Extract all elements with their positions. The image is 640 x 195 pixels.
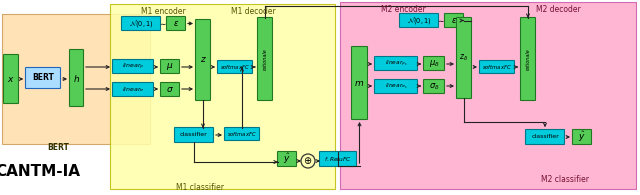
Text: classifier: classifier: [531, 135, 559, 139]
FancyBboxPatch shape: [374, 57, 417, 71]
Text: rationale: rationale: [262, 48, 268, 70]
FancyBboxPatch shape: [424, 57, 445, 71]
Text: M2 classifier: M2 classifier: [541, 176, 589, 184]
FancyBboxPatch shape: [525, 129, 564, 144]
FancyBboxPatch shape: [278, 152, 296, 167]
FancyBboxPatch shape: [257, 18, 273, 100]
Text: M2 encoder: M2 encoder: [381, 5, 426, 14]
FancyBboxPatch shape: [424, 80, 445, 93]
FancyBboxPatch shape: [113, 59, 154, 74]
FancyBboxPatch shape: [445, 13, 463, 27]
Text: $\sigma$: $\sigma$: [166, 85, 174, 94]
Text: $\hat{y}$: $\hat{y}$: [578, 130, 586, 144]
Text: $\mu_\delta$: $\mu_\delta$: [429, 58, 440, 69]
Text: $\mathcal{N}(0,1)$: $\mathcal{N}(0,1)$: [406, 15, 431, 26]
FancyBboxPatch shape: [195, 20, 211, 100]
Text: $\hat{y}$: $\hat{y}$: [283, 152, 291, 166]
FancyBboxPatch shape: [218, 60, 253, 74]
Text: $\sim$: $\sim$: [436, 16, 445, 25]
FancyBboxPatch shape: [456, 18, 472, 98]
Text: $softmaxFC$: $softmaxFC$: [220, 63, 250, 71]
FancyBboxPatch shape: [479, 60, 515, 74]
Text: M1 classifier: M1 classifier: [176, 183, 224, 192]
FancyBboxPatch shape: [225, 128, 259, 141]
Text: $\mu$: $\mu$: [166, 61, 173, 72]
FancyBboxPatch shape: [340, 2, 636, 189]
FancyBboxPatch shape: [122, 17, 161, 30]
Text: classifier: classifier: [180, 132, 208, 137]
Text: $linear_\sigma$: $linear_\sigma$: [122, 85, 144, 94]
FancyBboxPatch shape: [374, 80, 417, 93]
FancyBboxPatch shape: [3, 54, 19, 104]
Text: $\epsilon$: $\epsilon$: [173, 19, 179, 28]
Text: $\oplus$: $\oplus$: [303, 155, 312, 167]
FancyBboxPatch shape: [520, 18, 536, 100]
Text: $linear_\rho$: $linear_\rho$: [122, 61, 144, 72]
Text: $h$: $h$: [73, 73, 80, 83]
Text: $\mathcal{N}(0,1)$: $\mathcal{N}(0,1)$: [129, 18, 154, 29]
Text: M1 encoder: M1 encoder: [141, 6, 186, 15]
FancyBboxPatch shape: [175, 128, 214, 143]
Text: $softmaxFC$: $softmaxFC$: [227, 130, 257, 138]
Text: $m$: $m$: [355, 79, 365, 88]
FancyBboxPatch shape: [26, 67, 61, 89]
Text: $\epsilon$: $\epsilon$: [451, 16, 457, 25]
Text: CANTM-IA: CANTM-IA: [0, 165, 81, 180]
Text: $softmaxFC$: $softmaxFC$: [482, 63, 512, 71]
FancyBboxPatch shape: [399, 13, 438, 27]
Text: $linear_{\rho_s}$: $linear_{\rho_s}$: [385, 58, 407, 69]
FancyBboxPatch shape: [2, 14, 150, 144]
Text: BERT: BERT: [47, 144, 69, 152]
FancyBboxPatch shape: [113, 82, 154, 97]
Text: $f.ReluFC$: $f.ReluFC$: [324, 155, 352, 163]
Text: $linear_{\sigma_s}$: $linear_{\sigma_s}$: [385, 82, 407, 91]
Text: BERT: BERT: [32, 74, 54, 82]
Text: $z$: $z$: [200, 56, 207, 65]
FancyBboxPatch shape: [166, 17, 186, 30]
Text: $z_\delta$: $z_\delta$: [460, 53, 468, 63]
FancyBboxPatch shape: [319, 152, 356, 167]
Text: $\sigma_\delta$: $\sigma_\delta$: [429, 81, 439, 92]
FancyBboxPatch shape: [161, 82, 179, 97]
Text: M1 decoder: M1 decoder: [230, 6, 275, 15]
FancyBboxPatch shape: [161, 59, 179, 74]
FancyBboxPatch shape: [110, 4, 335, 189]
FancyBboxPatch shape: [351, 46, 367, 120]
Text: $x$: $x$: [7, 74, 15, 83]
Text: M2 decoder: M2 decoder: [536, 5, 580, 14]
Text: $\sim$: $\sim$: [159, 19, 168, 28]
FancyBboxPatch shape: [70, 50, 83, 106]
FancyBboxPatch shape: [573, 129, 591, 144]
Text: rationale: rationale: [525, 48, 531, 70]
